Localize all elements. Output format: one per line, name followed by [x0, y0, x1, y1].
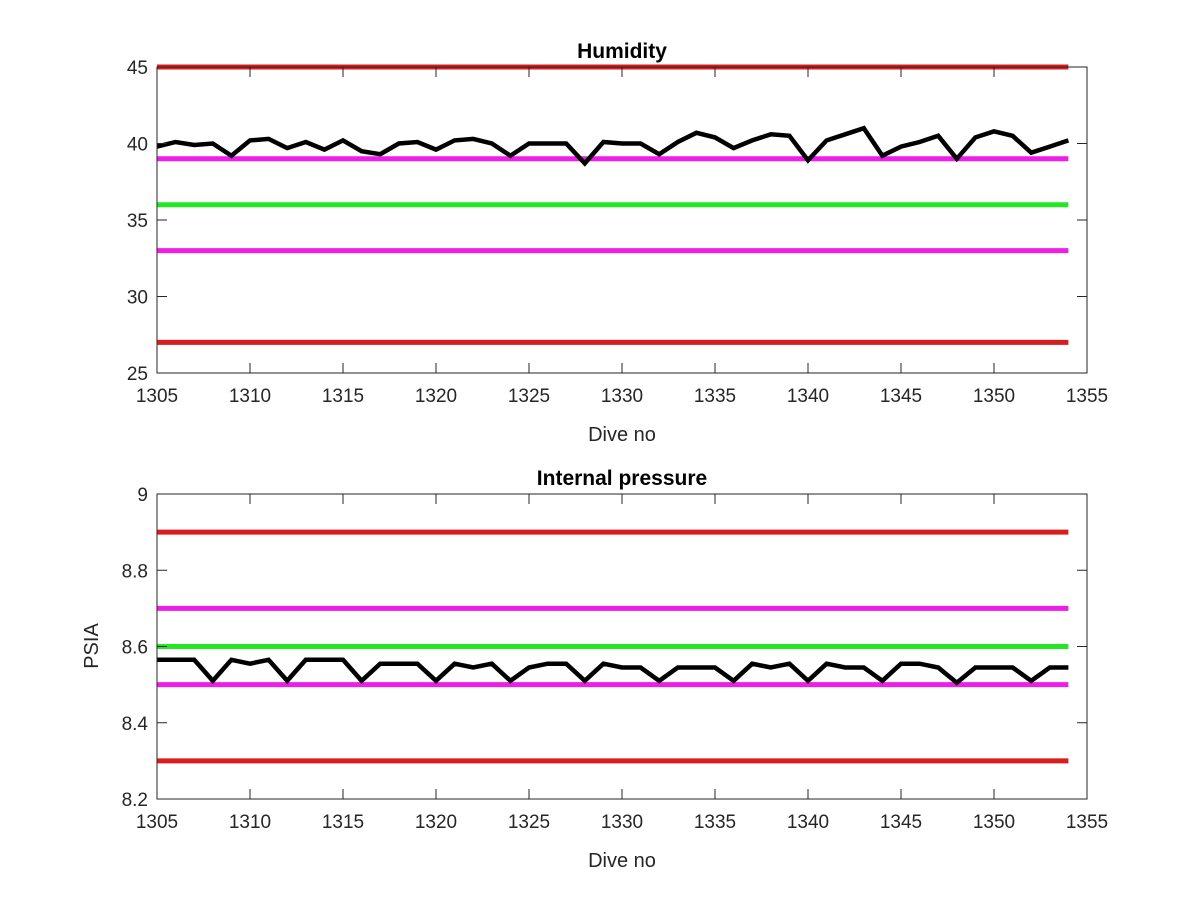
internal-pressure-y-tick-label: 8.4 — [122, 714, 149, 735]
internal-pressure-x-tick-label: 1315 — [322, 812, 364, 833]
humidity-y-tick-label: 25 — [127, 364, 148, 385]
humidity-data-line — [156, 125, 1070, 167]
internal-pressure-panel: 1305 1310 1315 1320 1325 1330 1335 1340 1345 1350… — [81, 467, 1108, 872]
humidity-x-tick-label: 1305 — [136, 386, 178, 407]
internal-pressure-title: Internal pressure — [537, 467, 707, 490]
internal-pressure-ticks: 1305 1310 1315 1320 1325 1330 1335 1340 1345 1350… — [122, 485, 1109, 833]
internal-pressure-x-tick-label: 1355 — [1066, 812, 1108, 833]
humidity-x-tick-label: 1355 — [1066, 386, 1108, 407]
internal-pressure-y-axis-label: PSIA — [81, 623, 103, 669]
internal-pressure-x-tick-label: 1335 — [694, 812, 736, 833]
humidity-x-tick-label: 1315 — [322, 386, 364, 407]
humidity-y-tick-label: 30 — [127, 288, 148, 309]
internal-pressure-plot-area — [157, 529, 1069, 764]
internal-pressure-y-tick-label: 9 — [137, 485, 148, 506]
internal-pressure-y-tick-label: 8.6 — [122, 638, 148, 659]
internal-pressure-x-tick-label: 1330 — [601, 812, 643, 833]
internal-pressure-x-tick-label: 1320 — [415, 812, 457, 833]
internal-pressure-x-axis-label: Dive no — [588, 850, 656, 872]
internal-pressure-y-tick-label: 8.8 — [122, 561, 148, 582]
humidity-y-tick-label: 45 — [127, 58, 148, 79]
internal-pressure-x-tick-label: 1345 — [880, 812, 922, 833]
humidity-x-tick-label: 1350 — [973, 386, 1015, 407]
humidity-x-tick-label: 1325 — [508, 386, 550, 407]
humidity-panel: 1305 1310 1315 1320 1325 1330 1335 1340 1345 1350… — [127, 40, 1108, 446]
internal-pressure-data-line — [157, 657, 1069, 686]
humidity-x-tick-label: 1345 — [880, 386, 922, 407]
humidity-x-tick-label: 1340 — [787, 386, 829, 407]
humidity-x-tick-label: 1310 — [229, 386, 271, 407]
humidity-x-tick-label: 1330 — [601, 386, 643, 407]
internal-pressure-x-tick-label: 1305 — [136, 812, 178, 833]
humidity-y-tick-label: 35 — [127, 211, 148, 232]
humidity-x-tick-label: 1335 — [694, 386, 736, 407]
internal-pressure-x-tick-label: 1340 — [787, 812, 829, 833]
humidity-x-axis-label: Dive no — [588, 424, 656, 446]
humidity-title: Humidity — [577, 40, 667, 63]
internal-pressure-x-tick-label: 1350 — [973, 812, 1015, 833]
humidity-y-tick-label: 40 — [127, 135, 148, 156]
internal-pressure-x-tick-label: 1325 — [508, 812, 550, 833]
humidity-ticks: 1305 1310 1315 1320 1325 1330 1335 1340 1345 1350… — [127, 58, 1108, 407]
internal-pressure-x-tick-label: 1310 — [229, 812, 271, 833]
humidity-x-tick-label: 1320 — [415, 386, 457, 407]
internal-pressure-y-tick-label: 8.2 — [122, 790, 148, 811]
